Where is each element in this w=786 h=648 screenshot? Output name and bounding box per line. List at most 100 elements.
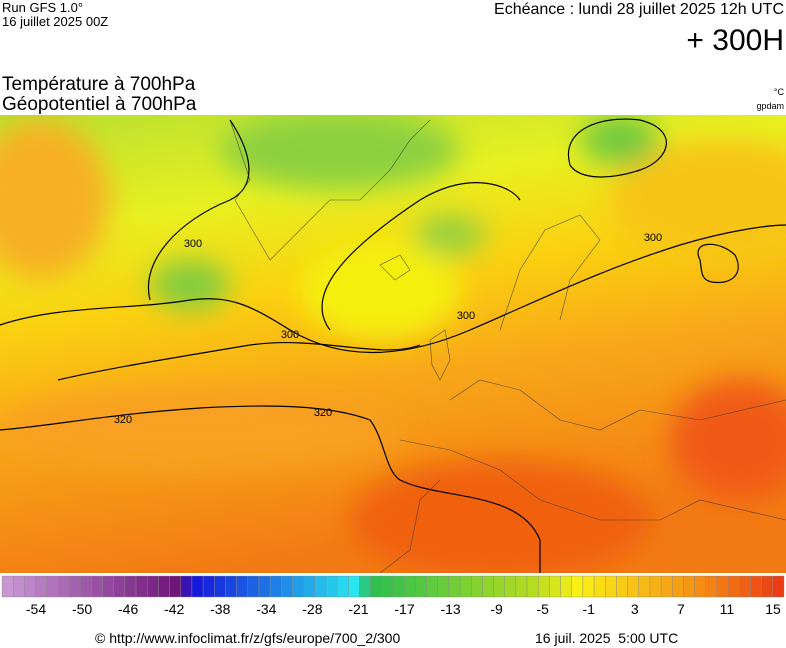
colorbar-swatch (269, 575, 282, 598)
colorbar-swatch (739, 575, 751, 598)
unit-temperature: °C (774, 87, 785, 97)
colorbar-swatch (336, 575, 349, 598)
colorbar-swatch (605, 575, 617, 598)
colorbar-swatch (616, 575, 628, 598)
colorbar-swatch (571, 575, 584, 598)
colorbar-swatch (627, 575, 639, 598)
colorbar-swatch (660, 575, 673, 598)
lead-time: + 300H (686, 24, 784, 57)
footer-date: 16 juil. 2025 5:00 UTC (535, 630, 678, 646)
colorbar-swatch (392, 575, 405, 598)
colorbar-swatch (683, 575, 695, 598)
colorbar-swatch (147, 575, 159, 598)
colorbar-swatch (649, 575, 662, 598)
colorbar-label: -54 (26, 601, 46, 617)
colorbar-label: -34 (256, 601, 276, 617)
colorbar-swatch (91, 575, 103, 598)
footer-url: © http://www.infoclimat.fr/z/gfs/europe/… (95, 630, 400, 646)
colorbar-swatch (1, 575, 14, 598)
unit-geopotential: gpdam (756, 101, 784, 111)
colorbar-swatch (24, 575, 36, 598)
colorbar-swatch (180, 575, 193, 598)
colorbar-label: 11 (720, 601, 735, 617)
colorbar-swatch (515, 575, 528, 598)
colorbar-swatch (426, 575, 438, 598)
colorbar-swatch (459, 575, 472, 598)
colorbar-swatch (694, 575, 707, 598)
colorbar-swatch (102, 575, 114, 598)
colorbar-swatch (381, 575, 394, 598)
contour-label: 300 (644, 232, 662, 244)
colorbar-swatch (225, 575, 237, 598)
colorbar-swatch (415, 575, 427, 598)
colorbar-swatch (761, 575, 774, 598)
colorbar-swatch (593, 575, 606, 598)
colorbar-swatch (214, 575, 226, 598)
colorbar-swatch (169, 575, 181, 598)
colorbar-swatch (68, 575, 81, 598)
colorbar-swatch (403, 575, 416, 598)
colorbar-swatch (236, 575, 248, 598)
colorbar-swatch (560, 575, 572, 598)
colorbar-swatch (79, 575, 92, 598)
colorbar-label: -5 (536, 601, 549, 617)
colorbar-swatch (35, 575, 47, 598)
run: Run GFS 1.0° (2, 0, 83, 15)
colorbar-swatch (348, 575, 360, 598)
contour-label: 300 (184, 238, 202, 250)
colorbar-label: -28 (302, 601, 322, 617)
contour-label: 300 (457, 310, 475, 322)
colorbar-swatch (471, 575, 483, 598)
colorbar-swatch (292, 575, 304, 598)
colorbar-swatch (526, 575, 539, 598)
colorbar-swatch (437, 575, 450, 598)
valid-time: Echéance : lundi 28 juillet 2025 12h UTC (494, 1, 784, 18)
colorbar-swatch (359, 575, 371, 598)
colorbar-swatch (549, 575, 561, 598)
colorbar-swatch (202, 575, 215, 598)
title-geopotential: Géopotentiel à 700hPa (2, 94, 197, 115)
colorbar-swatch (772, 575, 785, 598)
colorbar-swatch (303, 575, 315, 598)
contour-label: 320 (114, 414, 132, 426)
colorbar-swatch (247, 575, 260, 598)
colorbar-swatch (538, 575, 550, 598)
colorbar-swatch (482, 575, 494, 598)
colorbar-swatch (258, 575, 271, 598)
colorbar-swatch (12, 575, 25, 598)
colorbar-swatch (638, 575, 651, 598)
colorbar-swatch (448, 575, 461, 598)
colorbar-label: -50 (72, 601, 92, 617)
colorbar-swatch (57, 575, 70, 598)
colorbar-swatch (705, 575, 718, 598)
colorbar-swatch (191, 575, 204, 598)
colorbar-swatch (281, 575, 293, 598)
contour-label: 320 (314, 407, 332, 419)
colorbar-label: -1 (583, 601, 596, 617)
colorbar-label: -46 (118, 601, 138, 617)
colorbar-label: -21 (348, 601, 368, 617)
run-date: 16 juillet 2025 00Z (2, 14, 108, 29)
colorbar-swatch (493, 575, 505, 598)
colorbar-swatch (325, 575, 338, 598)
colorbar-swatch (727, 575, 740, 598)
colorbar-swatch (716, 575, 729, 598)
colorbar-swatch (504, 575, 517, 598)
colorbar-swatch (582, 575, 595, 598)
colorbar-swatch (314, 575, 327, 598)
colorbar-swatch (750, 575, 762, 598)
colorbar-swatch (370, 575, 383, 598)
colorbar-label: -9 (490, 601, 503, 617)
colorbar-swatch (135, 575, 148, 598)
colorbar-label: 3 (631, 601, 639, 617)
colorbar-label: -13 (440, 601, 460, 617)
colorbar-label: -17 (394, 601, 414, 617)
colorbar-swatch (113, 575, 126, 598)
colorbar-label: -42 (164, 601, 184, 617)
contour-label: 300 (281, 329, 299, 341)
colorbar-swatch (158, 575, 170, 598)
colorbar-swatch (46, 575, 59, 598)
colorbar-label: -38 (210, 601, 230, 617)
